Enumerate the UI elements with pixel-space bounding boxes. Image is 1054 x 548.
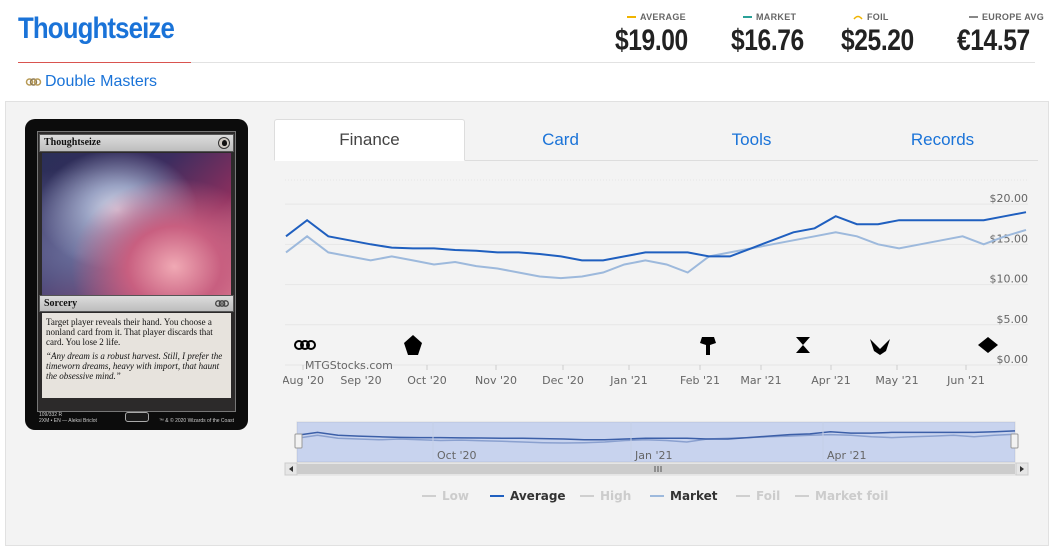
- x-tick-label: Mar '21: [740, 374, 781, 387]
- y-tick-label: $20.00: [990, 192, 1029, 205]
- card-flavor-text: “Any dream is a robust harvest. Still, I…: [46, 351, 223, 381]
- legend-item-foil: Foil: [756, 489, 780, 503]
- price-value: $25.20: [841, 24, 914, 57]
- europe-dash-icon: [969, 16, 978, 18]
- time-spiral-remastered-set-icon-glyph: [796, 337, 810, 353]
- price-value: $19.00: [615, 24, 688, 57]
- y-tick-label: $10.00: [990, 273, 1029, 286]
- chart-watermark: MTGStocks.com: [305, 359, 393, 372]
- foil-arc-icon: [853, 15, 863, 20]
- card-image-name: Thoughtseize: [44, 137, 101, 148]
- navigator-label: Oct '20: [437, 449, 477, 462]
- card-tabs: Finance Card Tools Records: [274, 119, 1038, 161]
- tab-tools[interactable]: Tools: [731, 130, 772, 149]
- x-tick-label: Sep '20: [340, 374, 381, 387]
- card-rules-text: Target player reveals their hand. You ch…: [46, 317, 213, 347]
- chevron-left-icon: [289, 466, 293, 472]
- grip-icon: [654, 466, 662, 472]
- card-copyright: ™ & © 2020 Wizards of the Coast: [158, 418, 234, 424]
- navigator-left-handle[interactable]: [294, 433, 303, 449]
- kaldheim-set-icon-glyph: [700, 337, 716, 355]
- card-art: [42, 153, 231, 295]
- price-label: MARKET: [756, 12, 797, 22]
- card-type-line: Sorcery: [44, 298, 78, 309]
- price-chart-svg: $0.00 $5.00 $10.00 $15.00 $20.00 Aug '20 Sep '…: [283, 179, 1029, 503]
- legend-item-low: Low: [442, 489, 469, 503]
- tab-finance[interactable]: Finance: [274, 119, 465, 161]
- price-value: €14.57: [957, 24, 1030, 57]
- navigator-label: Apr '21: [827, 449, 867, 462]
- x-tick-label: Feb '21: [680, 374, 720, 387]
- y-tick-label: $0.00: [997, 353, 1029, 366]
- card-set-artist: 2XM • EN — Aleksi Briclot: [39, 418, 97, 424]
- time-spiral-remastered-set-icon: [796, 337, 810, 353]
- price-europe-avg: EUROPE AVG €14.57: [957, 12, 1046, 58]
- chevron-right-icon: [1020, 466, 1024, 472]
- y-tick-label: $15.00: [990, 232, 1029, 245]
- strixhaven-set-icon: [870, 339, 890, 355]
- navigator-selection[interactable]: [297, 422, 1015, 462]
- price-label: AVERAGE: [640, 12, 686, 22]
- price-chart[interactable]: $0.00 $5.00 $10.00 $15.00 $20.00 Aug '20 Sep '…: [283, 175, 1033, 520]
- navigator-label: Jan '21: [634, 449, 672, 462]
- x-tick-label: Oct '20: [407, 374, 447, 387]
- commander-legends-set-icon: [404, 335, 422, 355]
- x-tick-label: Aug '20: [283, 374, 324, 387]
- average-dash-icon: [627, 16, 636, 18]
- x-tick-label: Apr '21: [811, 374, 851, 387]
- x-tick-label: May '21: [875, 374, 918, 387]
- commander-legends-set-icon-glyph: [404, 335, 422, 355]
- title-underline: [18, 62, 191, 63]
- artist-brush-icon: [124, 412, 149, 422]
- modern-horizons-2-set-icon-glyph: [978, 337, 998, 353]
- market-dash-icon: [743, 16, 752, 18]
- price-value: $16.76: [731, 24, 804, 57]
- tab-records[interactable]: Records: [910, 130, 975, 149]
- set-name: Double Masters: [45, 73, 158, 90]
- legend-item-market-foil: Market foil: [815, 489, 888, 503]
- card-type-bar: Sorcery: [39, 295, 234, 312]
- modern-horizons-2-set-icon: [978, 337, 998, 353]
- black-mana-icon: [218, 137, 230, 149]
- price-label: FOIL: [867, 12, 889, 22]
- double-masters-set-icon-glyph: [294, 340, 317, 350]
- double-masters-set-icon: [294, 340, 317, 350]
- x-tick-label: Jun '21: [946, 374, 985, 387]
- header-divider: [191, 62, 1035, 63]
- navigator-average-line: [296, 430, 1016, 441]
- x-tick-label: Dec '20: [542, 374, 584, 387]
- average-series-line: [285, 211, 1027, 262]
- card-text-box: Target player reveals their hand. You ch…: [42, 313, 231, 398]
- legend-item-average: Average: [510, 489, 566, 503]
- card-footer: 109/332 R 2XM • EN — Aleksi Briclot ™ & …: [39, 412, 234, 424]
- double-masters-set-icon: [215, 300, 229, 307]
- card-name-bar: Thoughtseize: [39, 134, 234, 152]
- navigator-market-line: [296, 433, 1016, 444]
- price-foil: FOIL $25.20: [841, 12, 930, 58]
- x-tick-label: Nov '20: [475, 374, 517, 387]
- kaldheim-set-icon: [700, 337, 716, 355]
- market-series-line: [285, 228, 1027, 280]
- chart-scrollbar-thumb[interactable]: [297, 464, 1015, 474]
- legend-item-market: Market: [670, 489, 718, 503]
- x-tick-label: Jan '21: [609, 374, 647, 387]
- legend-item-high: High: [600, 489, 631, 503]
- y-tick-label: $5.00: [997, 313, 1029, 326]
- card-collector-number: 109/332 R: [39, 412, 63, 418]
- price-market: MARKET $16.76: [731, 12, 820, 58]
- price-average: AVERAGE $19.00: [615, 12, 704, 58]
- card-title: Thoughtseize: [18, 12, 175, 45]
- strixhaven-set-icon-glyph: [870, 339, 890, 355]
- card-image[interactable]: Thoughtseize Sorcery Target player revea…: [25, 119, 248, 430]
- set-link[interactable]: Double Masters: [25, 73, 157, 91]
- price-label: EUROPE AVG: [982, 12, 1045, 22]
- double-masters-set-icon: [25, 78, 42, 86]
- tab-card[interactable]: Card: [542, 130, 579, 149]
- navigator-right-handle[interactable]: [1010, 433, 1019, 449]
